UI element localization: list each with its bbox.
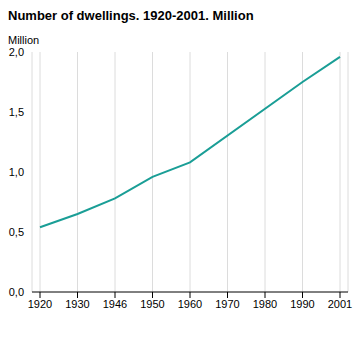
svg-text:1960: 1960 <box>178 298 202 310</box>
svg-text:1970: 1970 <box>215 298 239 310</box>
svg-text:2001: 2001 <box>328 298 352 310</box>
svg-text:1950: 1950 <box>140 298 164 310</box>
svg-text:0,5: 0,5 <box>9 226 24 238</box>
svg-text:1,0: 1,0 <box>9 166 24 178</box>
svg-text:2,0: 2,0 <box>9 46 24 58</box>
svg-text:1,5: 1,5 <box>9 106 24 118</box>
html-text:Million: Million <box>8 34 40 46</box>
svg-text:0,0: 0,0 <box>9 286 24 298</box>
svg-text:1990: 1990 <box>290 298 314 310</box>
svg-text:1946: 1946 <box>103 298 127 310</box>
svg-text:1930: 1930 <box>65 298 89 310</box>
svg-text:1980: 1980 <box>253 298 277 310</box>
svg-text:1920: 1920 <box>28 298 52 310</box>
html-text:Number of dwellings. 1920-2001: Number of dwellings. 1920-2001. Million <box>8 8 254 23</box>
